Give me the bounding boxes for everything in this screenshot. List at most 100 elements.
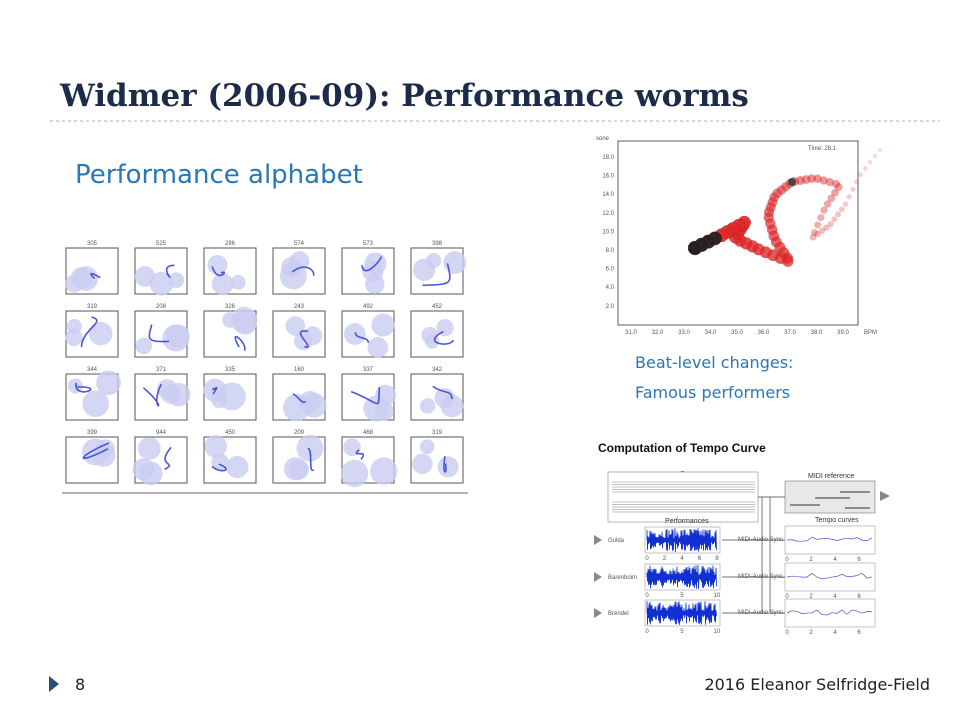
cluster-blob bbox=[419, 398, 436, 414]
cluster-blob bbox=[374, 401, 394, 421]
play bbox=[594, 608, 602, 618]
performer-name: Gulda bbox=[608, 538, 625, 544]
cluster-blob bbox=[367, 336, 389, 358]
curve-tick: 4 bbox=[833, 557, 837, 563]
x-tick-label: 39.0 bbox=[837, 330, 849, 336]
cluster-blob bbox=[419, 439, 435, 454]
cluster-blob bbox=[289, 459, 310, 480]
worm-disc bbox=[857, 172, 863, 178]
cluster-label: 319 bbox=[87, 304, 98, 310]
cluster-label: 371 bbox=[156, 367, 167, 373]
worm-curve bbox=[361, 255, 382, 272]
y-tick-label: 8.0 bbox=[606, 248, 615, 254]
worm-disc bbox=[809, 233, 817, 241]
cluster-label: 344 bbox=[87, 367, 98, 373]
cluster-blob bbox=[364, 252, 387, 275]
waveform bbox=[646, 565, 717, 589]
x-axis-label: BPM bbox=[864, 330, 877, 336]
wave-tick: 10 bbox=[714, 629, 721, 635]
worm-curve bbox=[211, 266, 226, 277]
worm-disc bbox=[831, 216, 838, 223]
midi-label: MIDI reference bbox=[808, 473, 854, 480]
wave-tick: 8 bbox=[715, 556, 719, 562]
curve-tick: 6 bbox=[857, 557, 861, 563]
worm-curve bbox=[355, 449, 365, 460]
cluster-label: 305 bbox=[87, 241, 98, 247]
worm-disc bbox=[823, 200, 832, 208]
worm-disc bbox=[850, 186, 856, 192]
cluster-blob bbox=[160, 383, 181, 404]
cluster-blob bbox=[230, 306, 258, 334]
play bbox=[880, 491, 890, 501]
cluster-blob bbox=[207, 254, 228, 275]
cluster-label: 574 bbox=[294, 241, 305, 247]
time-label: Time: 28.1 bbox=[808, 146, 837, 152]
worm-disc bbox=[854, 179, 860, 185]
worm-disc bbox=[867, 160, 873, 165]
cluster-label: 326 bbox=[225, 304, 236, 310]
cluster-blob bbox=[204, 435, 227, 458]
curve-tick: 2 bbox=[809, 594, 813, 600]
worm-curve bbox=[82, 442, 110, 460]
curve-tick: 4 bbox=[833, 630, 837, 636]
page-number: 8 bbox=[75, 675, 85, 694]
cluster-label: 286 bbox=[225, 241, 236, 247]
cluster-blob bbox=[412, 453, 433, 475]
worm-curve bbox=[234, 335, 246, 352]
cluster-blob bbox=[88, 321, 113, 346]
worm-curve bbox=[75, 382, 92, 393]
performer-name: Barenboim bbox=[608, 575, 637, 581]
worm-disc bbox=[831, 188, 839, 197]
worm-curve bbox=[422, 263, 451, 287]
worm-disc bbox=[834, 183, 843, 191]
cluster-blob bbox=[73, 266, 99, 291]
waveform bbox=[646, 601, 717, 625]
wave-tick: 6 bbox=[698, 556, 702, 562]
alphabet-figure: 305 525 286 574 573 398 319 208 326 243 492 452 344 3… bbox=[62, 241, 468, 494]
cluster-label: 450 bbox=[225, 430, 236, 436]
worm-curve bbox=[142, 383, 163, 407]
subtitle: Performance alphabet bbox=[75, 160, 363, 190]
x-tick-label: 36.0 bbox=[758, 330, 770, 336]
curve-tick: 0 bbox=[785, 557, 789, 563]
wave-tick: 4 bbox=[680, 556, 684, 562]
midi-box bbox=[784, 480, 876, 514]
cluster-label: 398 bbox=[432, 241, 443, 247]
worm-disc bbox=[811, 228, 818, 236]
performer-name: Brendel bbox=[608, 611, 629, 617]
cluster-blob bbox=[226, 455, 249, 479]
worm-curve bbox=[432, 385, 453, 400]
worm-curve bbox=[211, 463, 227, 472]
cluster-blob bbox=[96, 370, 121, 396]
cluster-label: 319 bbox=[432, 430, 443, 436]
worm-disc bbox=[872, 153, 878, 159]
y-tick-label: 4.0 bbox=[606, 285, 615, 291]
tempo-curve bbox=[786, 536, 873, 542]
worm-disc bbox=[825, 178, 834, 187]
score-box bbox=[607, 471, 759, 523]
worm-disc bbox=[823, 224, 830, 231]
cluster-blob bbox=[218, 382, 246, 411]
cluster-label: 335 bbox=[225, 367, 236, 373]
cluster-label: 525 bbox=[156, 241, 167, 247]
footer-credit: 2016 Eleanor Selfridge-Field bbox=[704, 675, 930, 694]
cluster-blob bbox=[298, 390, 321, 413]
worm-curve bbox=[165, 264, 175, 278]
wave-tick: 0 bbox=[645, 593, 649, 599]
cluster-label: 468 bbox=[363, 430, 374, 436]
x-tick-label: 31.0 bbox=[625, 330, 637, 336]
cluster-blob bbox=[285, 316, 306, 336]
tempo-curve bbox=[786, 609, 873, 616]
curve-tick: 0 bbox=[785, 594, 789, 600]
cluster-blob bbox=[437, 456, 459, 478]
worm-curve bbox=[350, 386, 381, 405]
worm-curve bbox=[292, 393, 307, 403]
cluster-blob bbox=[135, 337, 153, 355]
tempo-figure: Computation of Tempo CurveScoreMIDI refe… bbox=[594, 441, 890, 636]
worm-disc bbox=[817, 214, 825, 222]
cluster-blob bbox=[166, 324, 190, 348]
y-tick-label: 6.0 bbox=[606, 267, 615, 273]
midi-roll bbox=[790, 491, 870, 509]
x-tick-label: 33.0 bbox=[678, 330, 690, 336]
wave-tick: 5 bbox=[680, 593, 684, 599]
